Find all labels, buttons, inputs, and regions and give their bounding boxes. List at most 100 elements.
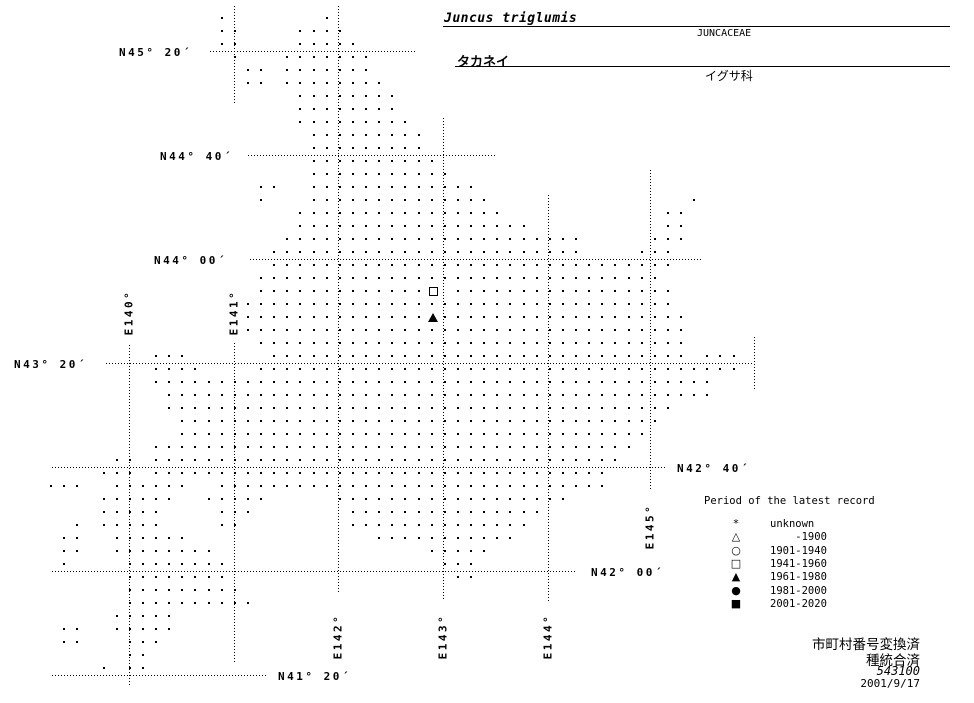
mesh-dot bbox=[338, 160, 341, 162]
mesh-dot bbox=[417, 277, 420, 279]
mesh-dot bbox=[588, 316, 591, 318]
mesh-dot bbox=[496, 446, 499, 448]
mesh-dot bbox=[338, 56, 341, 58]
mesh-dot bbox=[299, 43, 302, 45]
mesh-dot bbox=[273, 368, 276, 370]
mesh-dot bbox=[391, 147, 394, 149]
mesh-dot bbox=[220, 563, 223, 565]
mesh-dot bbox=[325, 342, 328, 344]
mesh-dot bbox=[548, 407, 551, 409]
mesh-dot bbox=[548, 446, 551, 448]
mesh-dot bbox=[115, 472, 118, 474]
mesh-dot bbox=[535, 446, 538, 448]
mesh-dot bbox=[181, 589, 184, 591]
mesh-dot bbox=[627, 368, 630, 370]
mesh-dot bbox=[601, 277, 604, 279]
mesh-dot bbox=[509, 290, 512, 292]
mesh-dot bbox=[575, 342, 577, 344]
mesh-dot bbox=[535, 342, 538, 344]
legend-period-label: 1941-1960 bbox=[770, 557, 827, 570]
mesh-dot bbox=[351, 303, 354, 305]
mesh-dot bbox=[548, 459, 551, 461]
mesh-dot bbox=[548, 394, 551, 396]
mesh-dot bbox=[299, 316, 302, 318]
mesh-dot bbox=[456, 264, 459, 266]
mesh-dot bbox=[351, 446, 354, 448]
mesh-dot bbox=[601, 472, 604, 474]
mesh-dot bbox=[233, 433, 236, 435]
mesh-dot bbox=[391, 108, 394, 110]
mesh-dot bbox=[535, 511, 538, 513]
mesh-dot bbox=[496, 251, 499, 253]
mesh-dot bbox=[378, 368, 381, 370]
mesh-dot bbox=[102, 667, 105, 669]
mesh-dot bbox=[378, 537, 381, 539]
legend-period-label: unknown bbox=[770, 518, 815, 530]
mesh-dot bbox=[548, 472, 551, 474]
mesh-dot bbox=[155, 511, 157, 513]
mesh-dot bbox=[575, 264, 577, 266]
mesh-dot bbox=[588, 394, 591, 396]
mesh-dot bbox=[417, 342, 420, 344]
mesh-dot bbox=[404, 485, 407, 487]
mesh-dot bbox=[246, 511, 249, 513]
mesh-dot bbox=[443, 407, 446, 409]
mesh-dot bbox=[575, 238, 577, 240]
mesh-dot bbox=[417, 186, 420, 188]
mesh-dot bbox=[430, 407, 433, 409]
mesh-dot bbox=[286, 446, 289, 448]
mesh-dot bbox=[233, 43, 236, 45]
mesh-dot bbox=[338, 277, 341, 279]
mesh-dot bbox=[286, 56, 289, 58]
mesh-dot bbox=[430, 524, 433, 526]
mesh-dot bbox=[338, 43, 341, 45]
mesh-dot bbox=[351, 186, 354, 188]
mesh-dot bbox=[601, 381, 604, 383]
mesh-dot bbox=[378, 264, 381, 266]
mesh-dot bbox=[417, 446, 420, 448]
mesh-dot bbox=[509, 511, 512, 513]
mesh-dot bbox=[535, 381, 538, 383]
mesh-dot bbox=[181, 368, 184, 370]
latitude-gridline bbox=[52, 467, 666, 468]
mesh-dot bbox=[102, 524, 105, 526]
mesh-dot bbox=[338, 303, 341, 305]
mesh-dot bbox=[561, 381, 564, 383]
mesh-dot bbox=[325, 277, 328, 279]
mesh-dot bbox=[338, 108, 341, 110]
mesh-dot bbox=[456, 550, 459, 552]
mesh-dot bbox=[299, 69, 302, 71]
mesh-dot bbox=[430, 459, 433, 461]
mesh-dot bbox=[391, 511, 394, 513]
mesh-dot bbox=[601, 355, 604, 357]
mesh-dot bbox=[273, 342, 276, 344]
mesh-dot bbox=[168, 446, 171, 448]
species-name-rule bbox=[443, 26, 950, 27]
mesh-dot bbox=[483, 264, 486, 266]
latitude-gridline bbox=[210, 51, 416, 52]
mesh-dot bbox=[365, 199, 367, 201]
mesh-dot bbox=[246, 381, 249, 383]
mesh-dot bbox=[575, 381, 577, 383]
mesh-dot bbox=[561, 329, 564, 331]
mesh-dot bbox=[312, 342, 315, 344]
mesh-dot bbox=[312, 407, 315, 409]
mesh-dot bbox=[496, 264, 499, 266]
mesh-dot bbox=[456, 472, 459, 474]
mesh-dot bbox=[338, 147, 341, 149]
mesh-dot bbox=[365, 355, 367, 357]
mesh-dot bbox=[470, 485, 472, 487]
mesh-dot bbox=[640, 394, 643, 396]
mesh-dot bbox=[325, 147, 328, 149]
mesh-dot bbox=[260, 433, 262, 435]
mesh-dot bbox=[456, 329, 459, 331]
mesh-dot bbox=[325, 121, 328, 123]
mesh-dot bbox=[522, 225, 525, 227]
mesh-dot bbox=[141, 524, 144, 526]
family-japanese-name: イグサ科 bbox=[705, 69, 753, 83]
mesh-dot bbox=[535, 472, 538, 474]
mesh-dot bbox=[286, 251, 289, 253]
mesh-dot bbox=[456, 251, 459, 253]
mesh-dot bbox=[561, 446, 564, 448]
